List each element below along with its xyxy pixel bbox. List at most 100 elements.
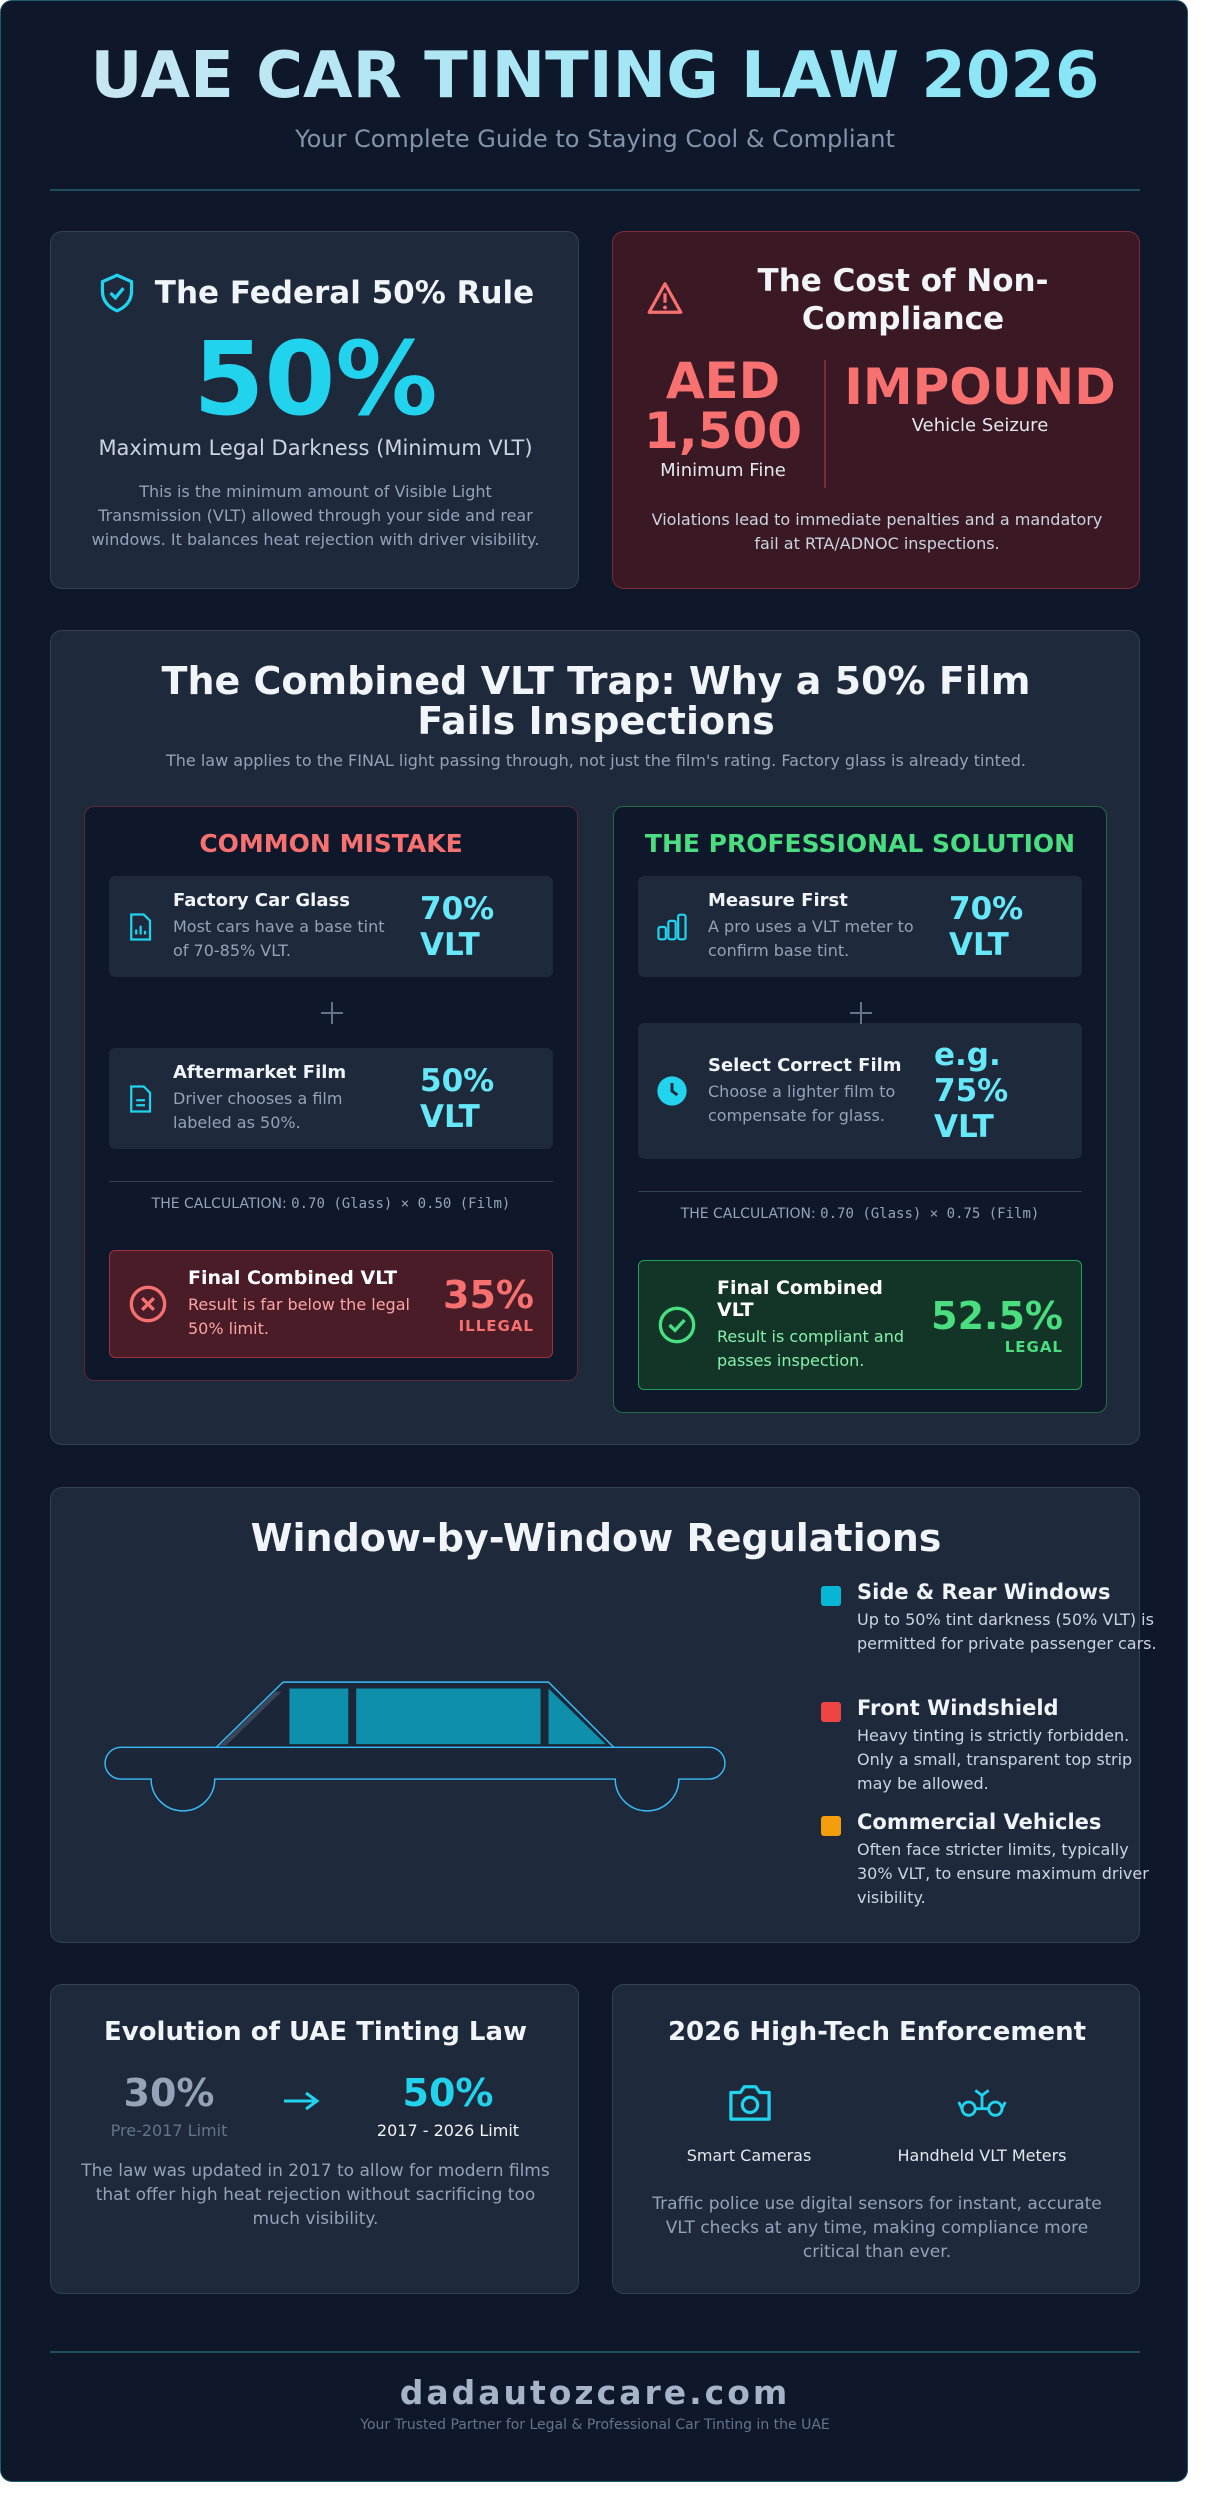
shape <box>130 912 152 941</box>
plus-sign <box>638 977 1082 1024</box>
box <box>821 1816 841 1836</box>
rule-title: Side & Rear Windows <box>857 1580 1111 1604</box>
doc-icon <box>130 1084 152 1113</box>
evolution-card: Evolution of UAE Tinting Law 30% Pre-201… <box>50 1984 579 2294</box>
mistake-step: Aftermarket Film Driver chooses a film la… <box>109 1048 553 1149</box>
box: Final Combined VLT Result is far below th… <box>188 1267 423 1341</box>
warning-icon <box>647 282 683 314</box>
shape <box>740 2095 760 2115</box>
after-value: 50% <box>402 2071 494 2115</box>
plus-icon <box>321 1002 343 1024</box>
main-title: UAE CAR TINTING LAW 2026 <box>1 39 1189 113</box>
shape <box>130 1084 152 1113</box>
camera-icon <box>729 2085 771 2121</box>
shape <box>987 2100 1004 2117</box>
box <box>821 1702 841 1722</box>
box: 35% ILLEGAL <box>443 1273 534 1335</box>
rule-text: Up to 50% tint darkness (50% VLT) is per… <box>857 1610 1157 1653</box>
divider <box>50 189 1140 191</box>
shape <box>670 1083 679 1097</box>
federal-value: 50% <box>193 320 438 439</box>
rule-text: Heavy tinting is strictly forbidden. Onl… <box>857 1726 1133 1793</box>
shape <box>104 1746 726 1812</box>
step-title: Select Correct Film <box>708 1054 902 1076</box>
x-icon <box>129 1285 167 1323</box>
rule-title: Front Windshield <box>857 1696 1059 1720</box>
shape <box>129 1285 167 1323</box>
trap-title: The Combined VLT Trap: Why a 50% Film Fa… <box>161 659 1031 743</box>
result-status: ILLEGAL <box>458 1317 534 1335</box>
divider <box>50 2351 1140 2353</box>
windows-title: Window-by-Window Regulations <box>250 1516 942 1560</box>
meter-tool-icon <box>957 2089 1007 2117</box>
window-rule: Side & Rear Windows Up to 50% tint darkne… <box>821 1580 1161 1656</box>
plus-sign <box>109 977 553 1048</box>
step-title: Aftermarket Film <box>173 1062 347 1083</box>
calc-formula: 0.70 (Glass) × 0.75 (Film) <box>820 1206 1040 1222</box>
step-text: Driver chooses a film labeled as 50%. <box>173 1089 343 1132</box>
before-value: 30% <box>123 2071 215 2115</box>
shape <box>305 2091 320 2111</box>
shape <box>957 2089 1007 2111</box>
impound-label: Vehicle Seizure <box>911 415 1049 436</box>
result-value: 52.5% <box>931 1294 1063 1338</box>
evolution-title: Evolution of UAE Tinting Law <box>103 2017 528 2047</box>
step-value: 50% VLT <box>420 1062 495 1135</box>
shape <box>658 1306 696 1344</box>
calc-label: THE CALCULATION: <box>680 1206 816 1222</box>
mistake-result: Final Combined VLT Result is far below th… <box>109 1250 553 1358</box>
solution-step: Select Correct Film Choose a lighter film… <box>638 1023 1082 1159</box>
shape <box>729 2085 771 2121</box>
shape <box>109 287 125 301</box>
federal-caption: Maximum Legal Darkness (Minimum VLT) <box>98 436 533 460</box>
trap-subtitle: The law applies to the FINAL light passi… <box>166 751 1026 770</box>
infographic: UAE CAR TINTING LAW 2026 Your Complete G… <box>0 0 1188 2482</box>
step-value: 70% VLT <box>420 890 495 963</box>
enforcement-card: 2026 High-Tech Enforcement Smart Cameras… <box>612 1984 1140 2294</box>
calculation: THE CALCULATION: 0.70 (Glass) × 0.50 (Fi… <box>109 1181 553 1212</box>
step-value: 70% VLT <box>949 890 1024 963</box>
after-label: 2017 - 2026 Limit <box>376 2121 520 2140</box>
plus-icon <box>850 1002 872 1024</box>
shape <box>548 1688 606 1745</box>
shape <box>289 1688 349 1745</box>
shape <box>667 919 677 940</box>
box: Factory Car Glass Most cars have a base t… <box>173 890 400 963</box>
subtitle: Your Complete Guide to Staying Cool & Co… <box>295 125 895 153</box>
mistake-step: Factory Car Glass Most cars have a base t… <box>109 876 553 977</box>
box <box>821 1586 841 1606</box>
box: Select Correct Film Choose a lighter film… <box>708 1055 914 1128</box>
arrow-icon <box>284 2091 320 2111</box>
result-title: Final Combined VLT <box>188 1267 398 1289</box>
mistake-panel: COMMON MISTAKE Factory Car Glass Most car… <box>84 806 578 1381</box>
tool-label: Handheld VLT Meters <box>897 2146 1067 2165</box>
footer-domain: dadautozcare.com <box>399 2373 791 2412</box>
enforcement-title: 2026 High-Tech Enforcement <box>667 2017 1087 2047</box>
federal-card: The Federal 50% Rule 50% Maximum Legal D… <box>50 231 579 589</box>
box: Measure First A pro uses a VLT meter to c… <box>708 890 929 963</box>
calculation: THE CALCULATION: 0.70 (Glass) × 0.75 (Fi… <box>638 1191 1082 1222</box>
impound-value: IMPOUND <box>844 358 1116 416</box>
solution-result: Final Combined VLT Result is compliant an… <box>638 1260 1082 1390</box>
shape <box>219 1691 282 1746</box>
step-title: Measure First <box>708 890 848 911</box>
mistake-heading: COMMON MISTAKE <box>199 829 463 858</box>
step-title: Factory Car Glass <box>173 890 350 911</box>
check-icon <box>658 1306 696 1344</box>
shape <box>140 1296 156 1312</box>
windows-section: Window-by-Window Regulations Side & Rear… <box>50 1487 1157 1943</box>
tool-label: Smart Cameras <box>686 2146 812 2165</box>
box: Aftermarket Film Driver chooses a film la… <box>173 1062 400 1135</box>
rule-text: Often face stricter limits, typically 30… <box>857 1840 1149 1907</box>
before-label: Pre-2017 Limit <box>110 2121 228 2140</box>
shape <box>647 282 683 314</box>
step-value: e.g. 75% VLT <box>934 1037 1009 1145</box>
shape <box>668 1318 686 1333</box>
step-text: Choose a lighter film to compensate for … <box>708 1081 896 1125</box>
shape <box>677 913 687 940</box>
solution-panel: THE PROFESSIONAL SOLUTION Measure First A… <box>613 806 1107 1413</box>
step-text: A pro uses a VLT meter to confirm base t… <box>708 917 914 960</box>
shape <box>663 305 667 310</box>
federal-description: This is the minimum amount of Visible Li… <box>91 482 540 549</box>
result-text: Result is far below the legal 50% limit. <box>188 1295 410 1338</box>
